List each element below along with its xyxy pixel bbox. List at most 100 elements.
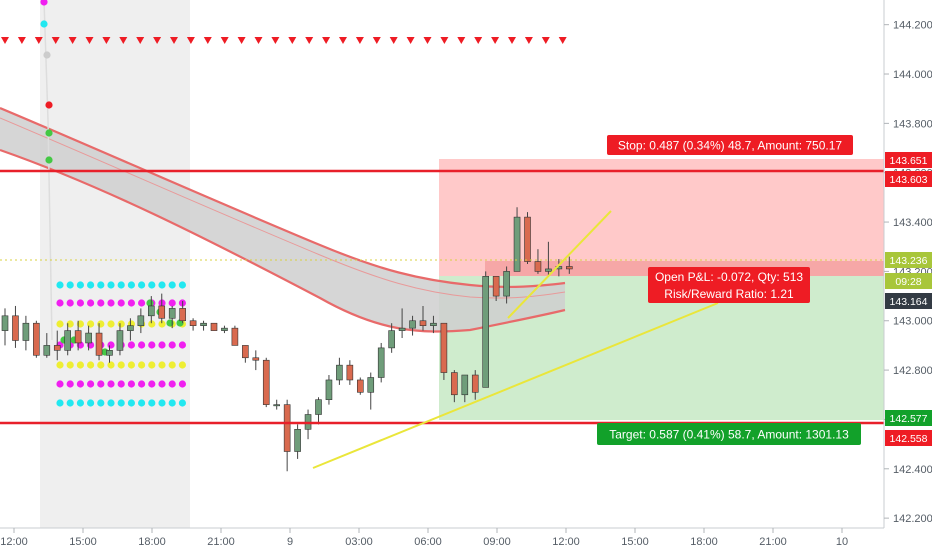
signal-dot [158,361,166,369]
y-tick-label: 144.000 [893,69,932,81]
candle [74,320,82,351]
y-tick-label: 143.000 [893,316,932,328]
signal-dot [87,361,95,369]
y-tick-label: 143.400 [893,217,932,229]
signal-dot [168,399,176,407]
candle [430,315,437,334]
signal-dot [107,380,115,388]
trend-line-long[interactable] [312,302,719,469]
candle-body [12,315,19,341]
y-tick-label: 142.400 [893,464,932,476]
candle [461,374,469,403]
candle-body [377,347,385,378]
x-tick-label: 18:00 [690,536,718,548]
candle [1,308,9,346]
candle-body [252,357,260,361]
candle-body [409,320,416,329]
candle [283,399,291,472]
sell-triangle-marker [440,37,449,44]
signal-dot [117,320,125,328]
stop-zone[interactable] [439,159,884,276]
signal-dot [66,320,74,328]
signal-dot [66,380,74,388]
signal-dot [76,281,84,289]
sell-triangle-marker [170,37,178,44]
signal-dot [148,320,156,328]
candle-body [221,327,228,331]
signal-dot [87,399,95,407]
candle-body [43,345,51,356]
x-axis[interactable]: 12:00 15:00 18:00 21:00 9 03:00 06:00 09:00 12:0… [0,528,848,548]
candle-body [534,261,542,272]
candle [137,308,145,334]
signal-dot [138,281,146,289]
candle-body [336,364,343,381]
candle-body [74,330,82,344]
candle [22,315,30,351]
ema-band [0,108,565,332]
signal-dot [56,299,64,307]
signal-dot [178,361,186,369]
candle-body [179,308,186,322]
candle [377,342,385,383]
price-tag: 09:28 [885,273,932,289]
candle [356,377,364,395]
candle [294,424,301,459]
candle-body [189,320,197,326]
candle-body [262,359,270,405]
signal-dot [127,380,135,388]
candle [242,345,249,363]
signal-dot [76,361,84,369]
candle [534,249,542,274]
sell-triangle-marker [457,37,466,44]
signal-dot [66,361,74,369]
sell-triangle-marker [85,37,94,44]
candle [200,320,207,331]
candle [336,357,343,385]
sell-triangle-marker [389,37,398,44]
trend-line-short[interactable] [507,210,612,319]
price-tag: 143.164 [885,293,932,309]
candle-body [137,315,145,326]
candle-body [492,276,500,297]
price-tag: 142.577 [885,410,932,426]
sell-triangle-marker [355,37,364,44]
signal-dot [168,341,176,349]
signal-dot [127,361,135,369]
x-tick-label: 06:00 [414,536,442,548]
candle [503,266,510,304]
pnl-label: Open P&L: -0.072, Qty: 513 Risk/Reward R… [648,267,810,303]
candle [419,305,427,331]
candle-body [273,404,281,407]
signal-dot-cluster [40,0,186,407]
candle-body [451,372,458,396]
price-tag-text: 143.236 [890,255,928,267]
signal-dot [45,156,53,164]
signal-dot [43,51,51,59]
candle [565,256,573,274]
signal-dot [45,101,53,109]
candle [367,372,375,410]
signal-dot [117,281,125,289]
x-tick-label: 09:00 [483,536,511,548]
candle-body [315,399,322,415]
price-tag-box [885,430,932,446]
signal-dot [138,299,146,307]
candle [273,399,281,410]
y-tick-label: 144.200 [893,20,932,32]
signal-dot [107,361,115,369]
signal-dot [107,399,115,407]
candle-body [95,332,103,356]
signal-dot [107,320,115,328]
candle-body [471,374,479,393]
candle-body [1,315,9,331]
signal-dot [138,399,146,407]
signal-dot [158,320,166,328]
candle-body [565,266,573,270]
signal-dot [56,399,64,407]
sell-triangle-marker [339,37,347,44]
candle-body [294,429,301,452]
signal-dot [56,281,64,289]
candle [106,345,113,363]
